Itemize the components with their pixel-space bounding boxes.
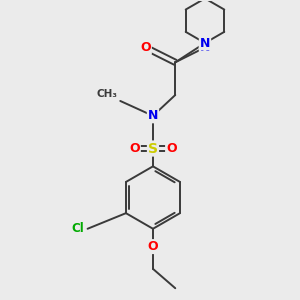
- Text: CH₃: CH₃: [96, 89, 117, 100]
- Text: O: O: [140, 41, 151, 54]
- Text: O: O: [148, 240, 158, 253]
- Text: O: O: [129, 142, 140, 155]
- Text: N: N: [200, 41, 210, 54]
- Text: N: N: [148, 109, 158, 122]
- Text: O: O: [166, 142, 177, 155]
- Text: Cl: Cl: [72, 222, 85, 235]
- Text: S: S: [148, 142, 158, 155]
- Text: N: N: [200, 37, 210, 50]
